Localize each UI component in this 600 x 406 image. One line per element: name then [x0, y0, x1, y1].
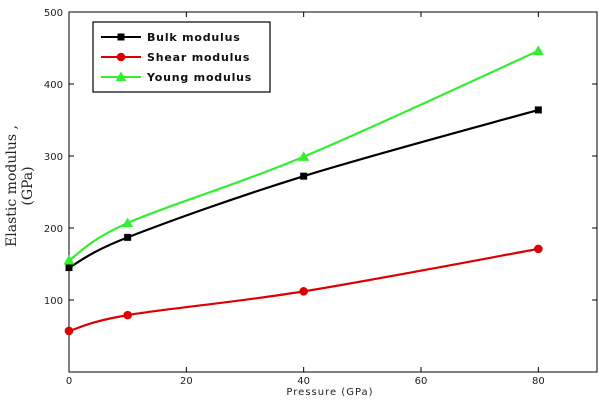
data-point-2-2: [298, 151, 310, 161]
series-line-1: [68, 247, 539, 333]
x-tick-label: 0: [66, 376, 72, 387]
y-tick-label: 200: [44, 224, 63, 235]
series-line-2: [68, 49, 539, 262]
legend-marker-0: [117, 33, 125, 41]
data-point-2-0: [63, 254, 75, 265]
legend-label-1: Shear modulus: [147, 51, 250, 64]
y-tick-label: 100: [44, 296, 63, 307]
y-tick-label: 500: [44, 8, 63, 19]
plot-frame: [68, 11, 598, 373]
legend-marker-2: [115, 71, 127, 82]
data-point-0-1: [124, 233, 132, 241]
legend: Bulk modulus Shear modulus Young modulus: [92, 21, 271, 93]
x-tick-label: 40: [297, 376, 310, 387]
legend-label-2: Young modulus: [146, 71, 252, 84]
axis-ticks: 100 200 300 400 500 0 20 40 60 80: [44, 8, 597, 387]
y-tick-label: 400: [44, 80, 63, 91]
x-tick-label: 20: [180, 376, 193, 387]
series-lines: [68, 49, 539, 333]
x-tick-label: 60: [415, 376, 428, 387]
data-point-0-0: [65, 264, 73, 272]
x-tick-label: 80: [532, 376, 545, 387]
y-tick-label: 300: [44, 152, 63, 163]
data-point-1-3: [534, 244, 543, 254]
data-point-0-2: [300, 172, 308, 180]
data-point-2-1: [122, 217, 134, 228]
series-markers: [63, 45, 544, 336]
legend-label-0: Bulk modulus: [147, 31, 241, 44]
y-axis-label: Elastic modulus , (GPa): [4, 125, 36, 247]
x-axis-label: Pressure (GPa): [286, 387, 374, 398]
legend-marker-1: [116, 52, 126, 62]
data-point-0-3: [534, 106, 542, 114]
data-point-1-0: [64, 326, 74, 336]
data-point-1-1: [123, 310, 132, 320]
data-point-1-2: [299, 287, 308, 296]
series-line-0: [68, 108, 539, 269]
data-point-2-3: [532, 45, 544, 56]
